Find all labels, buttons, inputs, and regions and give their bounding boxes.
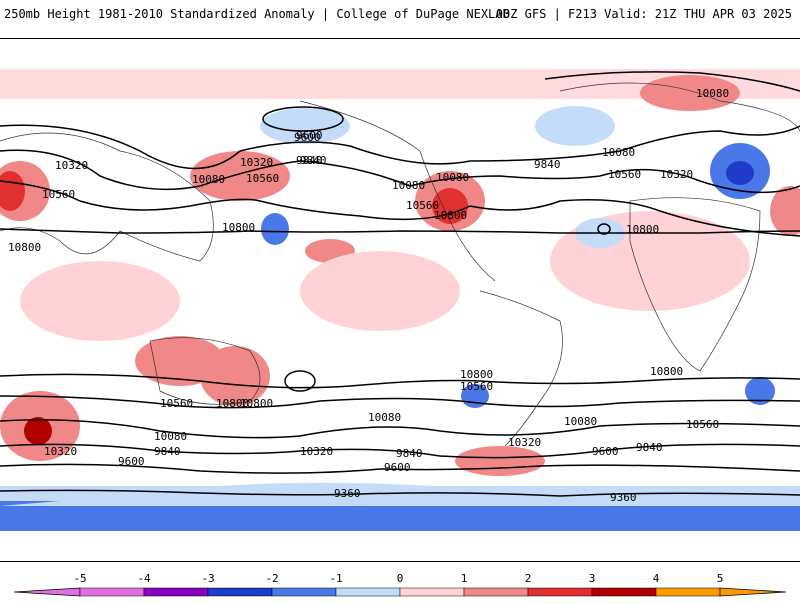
contour-label: 10800 xyxy=(240,397,273,410)
colorbar-tick-label: 0 xyxy=(397,572,404,585)
contour-label: 10560 xyxy=(686,418,719,431)
contour-label: 9600 xyxy=(294,131,321,144)
contour-label: 10080 xyxy=(368,411,401,424)
height-contours xyxy=(0,71,800,497)
contour-label: 9840 xyxy=(296,154,323,167)
contour-label: 10080 xyxy=(192,173,225,186)
contour-label: 9840 xyxy=(534,158,561,171)
anomaly-map: 10320 10560 10800 10080 9840 9600 10320 … xyxy=(0,69,800,531)
contour-label: 10320 xyxy=(508,436,541,449)
contour-label: 10320 xyxy=(660,168,693,181)
contour-label: 10560 xyxy=(246,172,279,185)
contour-label: 9840 xyxy=(300,154,327,167)
colorbar-tick-label: -2 xyxy=(265,572,278,585)
contour-label: 10080 xyxy=(154,430,187,443)
map-panel: 10320 10560 10800 10080 9840 9600 10320 … xyxy=(0,38,800,562)
contour-label: 10800 xyxy=(460,368,493,381)
contour-label: 9600 xyxy=(384,461,411,474)
colorbar-tick-label: 4 xyxy=(653,572,660,585)
contour-label: 10800 xyxy=(650,365,683,378)
colorbar-segment xyxy=(271,587,337,597)
contour-label: 10080 xyxy=(392,179,425,192)
colorbar-segment xyxy=(143,587,209,597)
contour-label: 10560 xyxy=(406,199,439,212)
contour-label: 10080 xyxy=(436,171,469,184)
contour-label: 10800 xyxy=(626,223,659,236)
contour-label: 9600 xyxy=(296,129,323,142)
contour-label: 9360 xyxy=(334,487,361,500)
colorbar-segment xyxy=(463,587,529,597)
contour-label: 10800 xyxy=(222,221,255,234)
colorbar-svg: -5 -4 -3 -2 -1 0 1 2 3 4 5 xyxy=(13,572,787,597)
contour-label: 10080 xyxy=(564,415,597,428)
colorbar-tick-label: -1 xyxy=(329,572,342,585)
model-run-info: 00Z GFS | F213 Valid: 21Z THU APR 03 202… xyxy=(495,7,792,21)
contour-label: 9600 xyxy=(118,455,145,468)
contour-label: 10560 xyxy=(460,380,493,393)
contour-label: 10800 xyxy=(216,397,249,410)
contour-label: 9840 xyxy=(154,445,181,458)
contour-label: 10560 xyxy=(160,397,193,410)
colorbar-tick-label: 3 xyxy=(589,572,596,585)
colorbar-segment xyxy=(335,587,401,597)
contour-label: 10080 xyxy=(602,146,635,159)
colorbar-tick-label: -5 xyxy=(73,572,86,585)
colorbar-left-arrow xyxy=(13,587,81,597)
contour-label: 10560 xyxy=(42,188,75,201)
contour-label: 10320 xyxy=(300,445,333,458)
contour-label: 9840 xyxy=(396,447,423,460)
colorbar-segment xyxy=(527,587,593,597)
contour-label: 9600 xyxy=(592,445,619,458)
contour-label: 10560 xyxy=(608,168,641,181)
colorbar-tick-label: 1 xyxy=(461,572,468,585)
colorbar-right-arrow xyxy=(719,587,787,597)
colorbar-segment xyxy=(655,587,721,597)
contour-label: 10320 xyxy=(55,159,88,172)
colorbar-tick-label: -4 xyxy=(137,572,151,585)
contour-labels: 10320 10560 10800 10080 9840 9600 10320 … xyxy=(8,87,729,504)
contour-label: 10320 xyxy=(240,156,273,169)
contour-label: 9840 xyxy=(636,441,663,454)
map-title: 250mb Height 1981-2010 Standardized Anom… xyxy=(4,7,510,21)
anomaly-shading xyxy=(0,69,800,531)
coastlines xyxy=(0,82,800,447)
colorbar-segment xyxy=(591,587,657,597)
colorbar-segment xyxy=(207,587,273,597)
colorbar: -5 -4 -3 -2 -1 0 1 2 3 4 5 xyxy=(0,566,800,600)
colorbar-segment xyxy=(399,587,465,597)
contour-label: 9360 xyxy=(610,491,637,504)
colorbar-segment xyxy=(79,587,145,597)
contour-label: 10080 xyxy=(696,87,729,100)
colorbar-tick-label: 2 xyxy=(525,572,532,585)
colorbar-tick-label: 5 xyxy=(717,572,724,585)
contour-label: 10800 xyxy=(434,209,467,222)
contour-label: 10800 xyxy=(8,241,41,254)
header: 250mb Height 1981-2010 Standardized Anom… xyxy=(0,0,800,30)
colorbar-tick-label: -3 xyxy=(201,572,214,585)
contour-label: 10320 xyxy=(44,445,77,458)
